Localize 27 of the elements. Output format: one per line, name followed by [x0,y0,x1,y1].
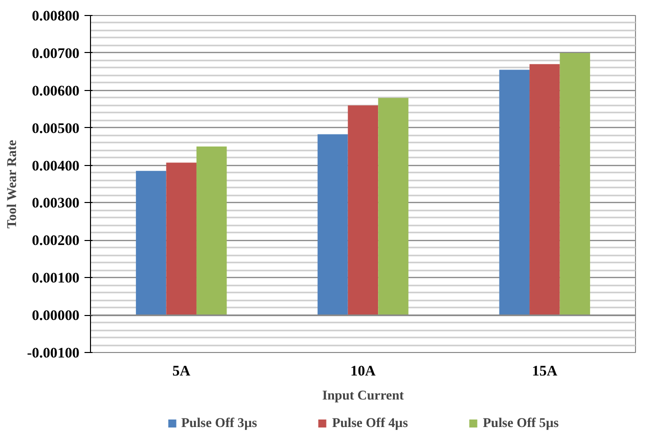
y-tick-label: 0.00800 [32,8,80,24]
y-tick-label: 0.00500 [32,120,80,137]
bar [560,52,590,316]
x-tick-label: 5A [172,364,191,380]
y-tick-label: 0.00600 [32,83,80,100]
legend-label: Pulse Off 3µs [181,414,258,430]
bar [499,70,530,316]
bar [348,105,378,316]
y-axis-title: Tool Wear Rate [4,140,19,229]
y-tick-label: -0.00100 [26,346,80,362]
x-tick-label: 10A [350,364,376,380]
bar [318,134,348,316]
bar [136,170,166,316]
x-axis-title: Input Current [322,388,404,402]
bar [166,162,196,316]
x-tick-label: 15A [532,364,558,380]
y-tick-label: 0.00100 [32,270,80,287]
y-tick-label: 0.00300 [32,196,80,212]
bar [530,64,560,316]
y-tick-label: 0.00400 [32,158,80,174]
bar [196,146,227,316]
legend-label: Pulse Off 5µs [482,414,559,430]
y-tick-label: 0.00700 [32,46,80,62]
legend-label: Pulse Off 4µs [332,414,408,430]
y-tick-label: 0.00000 [32,308,80,324]
y-tick-label: 0.00200 [32,233,80,250]
bar [378,98,408,316]
